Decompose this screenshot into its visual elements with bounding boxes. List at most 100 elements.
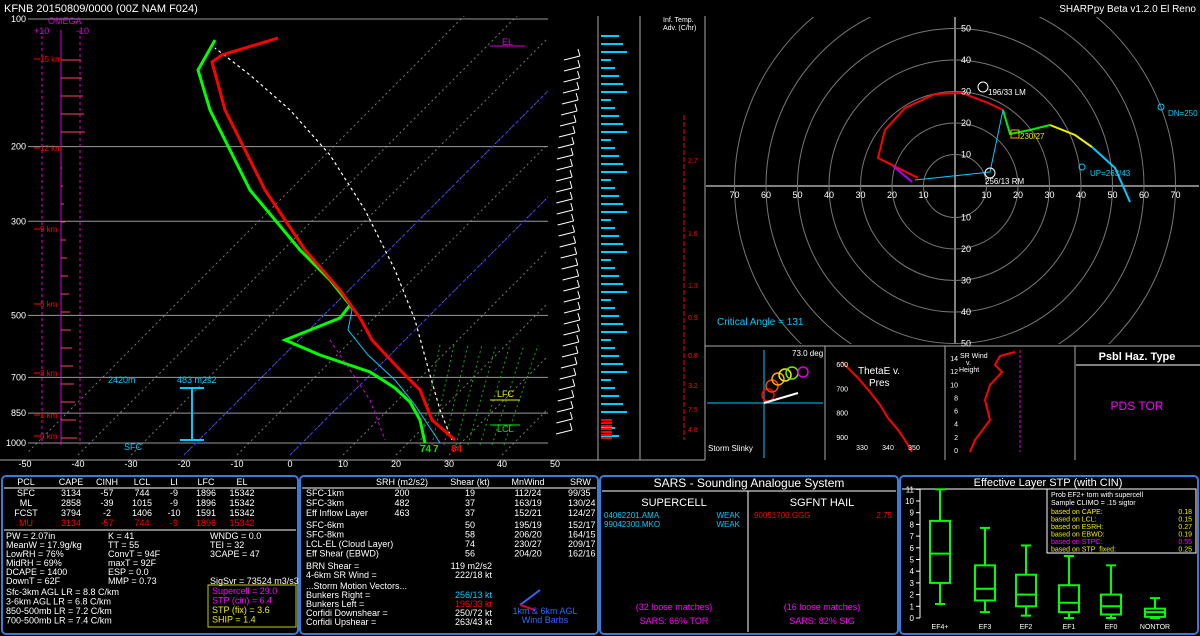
hodo-ring	[734, 17, 1176, 344]
table-cell: 463	[394, 508, 409, 518]
isotherm	[130, 37, 548, 456]
barb	[570, 202, 574, 211]
barb	[576, 279, 580, 288]
table-cell: 163/19	[514, 498, 542, 508]
hodo-tick: 10	[961, 213, 971, 223]
barb	[557, 143, 575, 149]
panel-border	[599, 475, 899, 635]
sars-prob: SARS: 66% TOR	[640, 616, 709, 626]
hodo-tick: 30	[961, 276, 971, 286]
table-cell: 164/15	[568, 530, 596, 540]
thetae-ptick: 900	[836, 435, 848, 442]
sars-loose: (16 loose matches)	[784, 602, 861, 612]
srwind-tick: 6	[954, 409, 958, 416]
stp-category: NONTOR	[1140, 624, 1170, 631]
barb	[571, 389, 575, 398]
barb	[559, 242, 576, 248]
barb	[556, 418, 573, 424]
height-label: 3 km	[40, 369, 58, 378]
srwind-tick: 4	[954, 422, 958, 429]
lcl-label: LCL	[497, 424, 514, 434]
srwind-tick: 2	[954, 435, 958, 442]
panel-border	[299, 475, 599, 635]
hodo-tick: 30	[855, 190, 865, 200]
panel-border	[1, 475, 299, 635]
hodo-tick: 70	[729, 190, 739, 200]
table-cell: -57	[100, 488, 113, 498]
motion: Corfidi Downshear =	[306, 608, 388, 618]
slinky-ring	[797, 366, 809, 378]
barb	[569, 180, 573, 189]
eff-srh: 483 m2s2	[177, 375, 217, 385]
barb	[570, 400, 574, 409]
barb	[575, 257, 579, 266]
barb	[556, 407, 574, 413]
stp-tick-label: 3	[910, 579, 915, 588]
barb-legend: 1km & 6km AGL	[512, 606, 577, 616]
table-header: MnWind	[511, 477, 544, 487]
stp-tick-label: 4	[910, 567, 915, 576]
table-header: LI	[170, 477, 178, 487]
barb	[575, 345, 579, 354]
index: PW = 2.07in	[6, 531, 55, 541]
hodo-tick: 60	[761, 190, 771, 200]
hodo-tick: 60	[1139, 190, 1149, 200]
barb	[572, 125, 576, 134]
srwind-tick: 8	[954, 395, 958, 402]
temp-label: 40	[497, 459, 507, 469]
freezing-line	[183, 90, 548, 456]
box	[929, 519, 951, 584]
table-cell: 1896	[196, 488, 216, 498]
barb	[557, 396, 574, 402]
barb	[577, 48, 581, 57]
critical-angle: Critical Angle = 131	[717, 317, 804, 328]
table-cell: 200	[394, 488, 409, 498]
table-cell: 162/16	[568, 549, 596, 559]
hodo-ring	[923, 154, 987, 218]
hodo-tick: 40	[961, 55, 971, 65]
table-cell: 3134	[61, 488, 81, 498]
adv-value: 1.3	[688, 283, 698, 290]
hodo-ring	[860, 91, 1050, 281]
barb	[569, 422, 573, 431]
table-cell: 3794	[61, 508, 81, 518]
motion: Corfidi Upshear =	[306, 617, 376, 627]
up-label: UP=263/43	[1090, 169, 1131, 178]
table-cell: 2858	[61, 498, 81, 508]
index: maxT = 92F	[108, 558, 157, 568]
table-cell: -9	[170, 488, 178, 498]
isotherm	[77, 16, 518, 456]
table-cell: 230/27	[514, 539, 542, 549]
omega-label: OMEGA	[48, 16, 82, 26]
hodo-tick: 20	[887, 190, 897, 200]
barb	[561, 352, 579, 358]
temp-label: -10	[230, 459, 243, 469]
barb	[571, 136, 575, 145]
table-cell: -10	[167, 508, 180, 518]
table-cell: 1406	[132, 508, 152, 518]
index: MeanW = 17.9g/kg	[6, 540, 82, 550]
table-header: CINH	[96, 477, 118, 487]
srwind-tick: 10	[950, 382, 958, 389]
barb	[576, 268, 580, 277]
rm-marker	[984, 167, 996, 179]
sars-supercell: SUPERCELL	[641, 497, 706, 509]
barb	[558, 231, 575, 237]
barb	[557, 220, 574, 226]
table-cell: -9	[170, 518, 178, 528]
barb	[555, 429, 573, 435]
stp-category: EF1	[1063, 624, 1076, 631]
motion: 256/13 kt	[455, 590, 493, 600]
omega-tick: +10	[34, 26, 49, 36]
sfc-dewpoint: 74	[420, 444, 432, 455]
version: SHARPpy Beta v1.2.0 El Reno	[1059, 4, 1196, 15]
dn-marker	[1157, 103, 1165, 111]
hodograph-area	[706, 17, 1199, 344]
height-label: 6 km	[40, 300, 58, 309]
barb	[577, 312, 581, 321]
sars-match: WEAK	[716, 520, 740, 529]
barb	[556, 209, 573, 215]
stp-category: EF0	[1105, 624, 1118, 631]
parcel-trace	[214, 47, 453, 441]
barb	[573, 367, 577, 376]
